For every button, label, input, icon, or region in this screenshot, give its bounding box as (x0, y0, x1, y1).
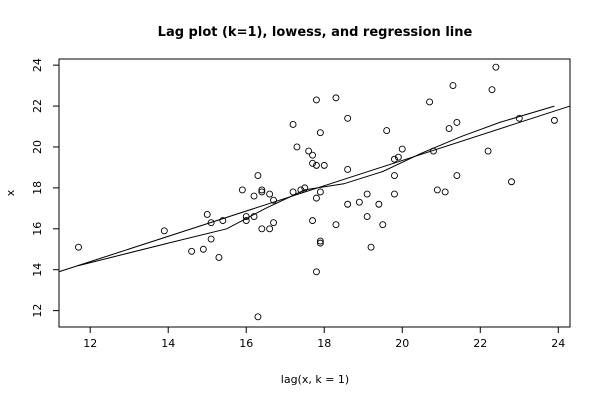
data-point (430, 147, 437, 155)
data-point (391, 190, 398, 198)
regression-line (58, 105, 571, 273)
x-tick-label: 18 (317, 337, 331, 350)
y-tick-label: 22 (31, 99, 44, 113)
y-tick-label: 20 (31, 140, 44, 154)
data-point (242, 213, 250, 220)
data-point (332, 221, 340, 229)
data-point (266, 190, 274, 198)
data-point (270, 196, 277, 204)
x-tick-label: 14 (161, 337, 175, 350)
data-point (301, 184, 309, 192)
data-point (367, 243, 375, 251)
data-point (363, 190, 371, 198)
lowess-line (78, 105, 555, 267)
data-point (379, 221, 387, 229)
y-tick-label: 14 (31, 263, 44, 277)
x-tick-label: 16 (239, 337, 253, 350)
chart-title: Lag plot (k=1), lowess, and regression l… (158, 25, 473, 40)
data-point (394, 153, 402, 161)
data-point (238, 186, 246, 194)
data-point (297, 186, 305, 194)
data-point (391, 172, 398, 180)
data-point (441, 188, 449, 196)
x-tick-label: 24 (551, 337, 565, 350)
x-tick-label: 22 (473, 337, 487, 350)
data-point (316, 239, 324, 247)
data-point (445, 125, 453, 133)
data-point (254, 313, 262, 321)
fit-lines (58, 105, 571, 273)
data-point (453, 118, 461, 126)
data-point (550, 116, 558, 124)
data-point (316, 237, 324, 245)
data-point (309, 217, 316, 225)
data-point (515, 114, 523, 122)
data-point (344, 200, 352, 208)
data-point (316, 129, 324, 137)
data-point (320, 161, 328, 169)
y-tick-label: 16 (31, 222, 44, 236)
data-point (199, 245, 207, 253)
data-point (289, 121, 297, 128)
data-point (254, 172, 262, 180)
data-point (398, 145, 406, 153)
y-tick-label: 24 (31, 58, 44, 72)
data-point (508, 178, 515, 186)
data-point (488, 86, 496, 94)
y-axis: 12 14 16 18 20 22 24 (31, 58, 59, 318)
data-point (313, 96, 320, 104)
data-point (188, 247, 196, 255)
data-point (75, 243, 82, 251)
data-point (250, 192, 258, 200)
data-point (207, 219, 215, 227)
data-point (207, 235, 215, 243)
y-tick-label: 18 (31, 181, 44, 195)
data-point (313, 194, 320, 202)
data-point (433, 186, 441, 194)
data-point (203, 211, 211, 218)
plot-frame (58, 58, 571, 328)
data-point (293, 143, 301, 151)
data-point (344, 114, 352, 122)
y-axis-label: x (4, 189, 17, 196)
data-point (219, 217, 227, 225)
data-point (316, 188, 324, 196)
data-point (344, 166, 352, 173)
data-point (258, 225, 266, 233)
data-point (375, 200, 383, 208)
data-point (383, 127, 391, 135)
data-points (75, 63, 558, 321)
data-point (258, 188, 266, 196)
data-point (266, 225, 274, 233)
data-point (242, 217, 250, 225)
data-point (484, 147, 492, 155)
data-point (363, 213, 371, 220)
data-point (492, 63, 500, 71)
data-point (453, 172, 461, 180)
data-point (270, 219, 277, 227)
data-point (309, 151, 316, 159)
data-point (449, 82, 457, 90)
data-point (250, 213, 258, 220)
data-point (309, 159, 316, 167)
x-axis-label: lag(x, k = 1) (281, 373, 349, 386)
data-point (313, 161, 320, 169)
data-point (355, 198, 363, 206)
data-point (160, 227, 168, 235)
x-tick-label: 12 (83, 337, 97, 350)
x-tick-label: 20 (395, 337, 409, 350)
data-point (426, 98, 434, 106)
data-point (289, 188, 297, 196)
x-axis: 12 14 16 18 20 22 24 (83, 327, 565, 350)
data-point (313, 268, 320, 276)
y-tick-label: 12 (31, 304, 44, 318)
data-point (258, 186, 266, 194)
data-point (391, 155, 398, 163)
data-point (332, 94, 340, 102)
data-point (215, 253, 223, 261)
data-point (305, 147, 313, 155)
